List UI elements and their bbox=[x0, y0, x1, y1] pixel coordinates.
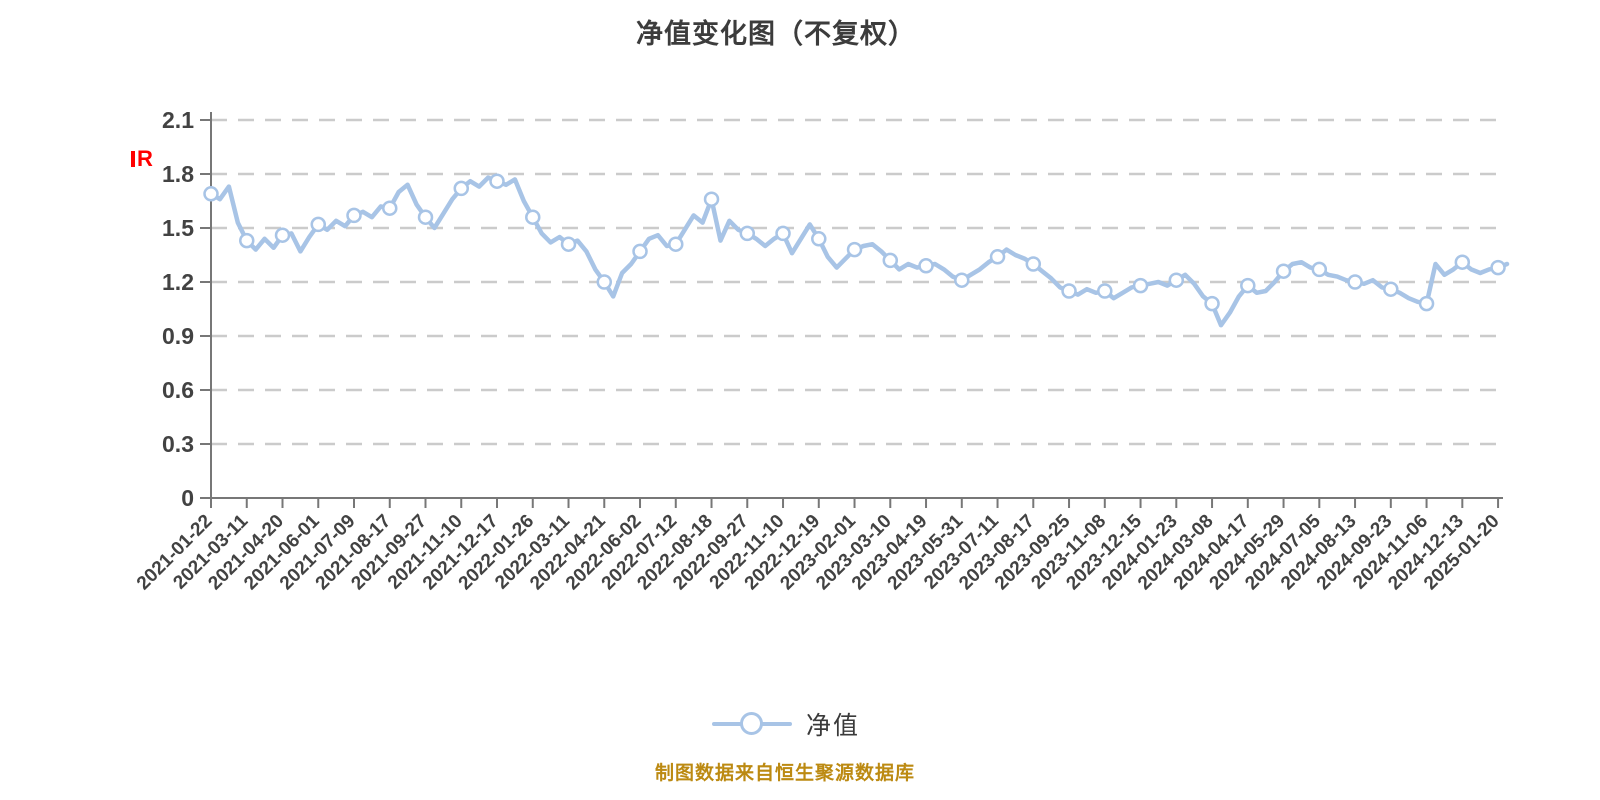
data-point-marker bbox=[668, 236, 684, 252]
data-point-marker bbox=[1454, 254, 1471, 270]
data-point-marker bbox=[882, 252, 899, 269]
data-point-marker bbox=[1061, 283, 1077, 299]
data-point-marker bbox=[1275, 263, 1292, 279]
y-axis-label: 2.1 bbox=[162, 107, 194, 133]
y-axis-label: 0 bbox=[181, 485, 194, 511]
unit-mark: R bbox=[131, 148, 153, 170]
data-point-marker bbox=[346, 207, 362, 224]
data-point-marker bbox=[525, 209, 541, 225]
data-point-marker bbox=[1025, 256, 1042, 272]
data-point-marker bbox=[274, 227, 291, 243]
data-point-marker bbox=[1490, 259, 1506, 276]
y-axis-label: 0.9 bbox=[162, 323, 194, 349]
data-point-marker bbox=[560, 236, 577, 252]
data-point-marker bbox=[1418, 295, 1435, 312]
data-point-marker bbox=[632, 243, 648, 260]
y-axis-label: 1.8 bbox=[162, 161, 194, 187]
data-point-marker bbox=[739, 225, 756, 242]
data-point-marker bbox=[596, 274, 613, 290]
y-axis-label: 1.5 bbox=[162, 215, 194, 241]
data-point-marker bbox=[1204, 295, 1220, 312]
data-point-marker bbox=[811, 231, 827, 247]
data-point-marker bbox=[1311, 261, 1328, 278]
data-point-marker bbox=[310, 216, 327, 233]
data-point-marker bbox=[989, 249, 1006, 265]
data-point-marker bbox=[1168, 272, 1185, 288]
unit-mark-bar-icon bbox=[131, 151, 135, 167]
data-point-marker bbox=[846, 241, 863, 258]
data-point-marker bbox=[453, 180, 470, 197]
y-axis-label: 0.6 bbox=[162, 377, 194, 403]
chart-title: 净值变化图（不复权） bbox=[636, 19, 916, 49]
legend-line-marker-icon bbox=[712, 709, 792, 739]
data-point-marker bbox=[775, 225, 791, 242]
data-point-marker bbox=[489, 173, 505, 189]
data-point-marker bbox=[1240, 277, 1256, 294]
data-point-marker bbox=[703, 191, 720, 207]
data-point-marker bbox=[1132, 277, 1149, 294]
y-axis-label: 0.3 bbox=[162, 431, 194, 457]
data-point-marker bbox=[1347, 274, 1363, 290]
data-point-marker bbox=[382, 200, 398, 216]
data-point-marker bbox=[918, 258, 934, 274]
data-point-marker bbox=[954, 272, 970, 288]
data-source-note: 制图数据来自恒生聚源数据库 bbox=[654, 763, 915, 784]
legend-label: 净值 bbox=[806, 712, 861, 740]
unit-mark-text: R bbox=[137, 146, 153, 171]
legend-item-net-value[interactable]: 净值 bbox=[712, 708, 860, 740]
y-axis-label: 1.2 bbox=[162, 269, 194, 295]
data-point-marker bbox=[239, 232, 255, 249]
data-point-marker bbox=[1383, 281, 1399, 297]
data-point-marker bbox=[203, 186, 219, 202]
data-point-marker bbox=[417, 209, 434, 225]
data-point-marker bbox=[1097, 283, 1113, 299]
